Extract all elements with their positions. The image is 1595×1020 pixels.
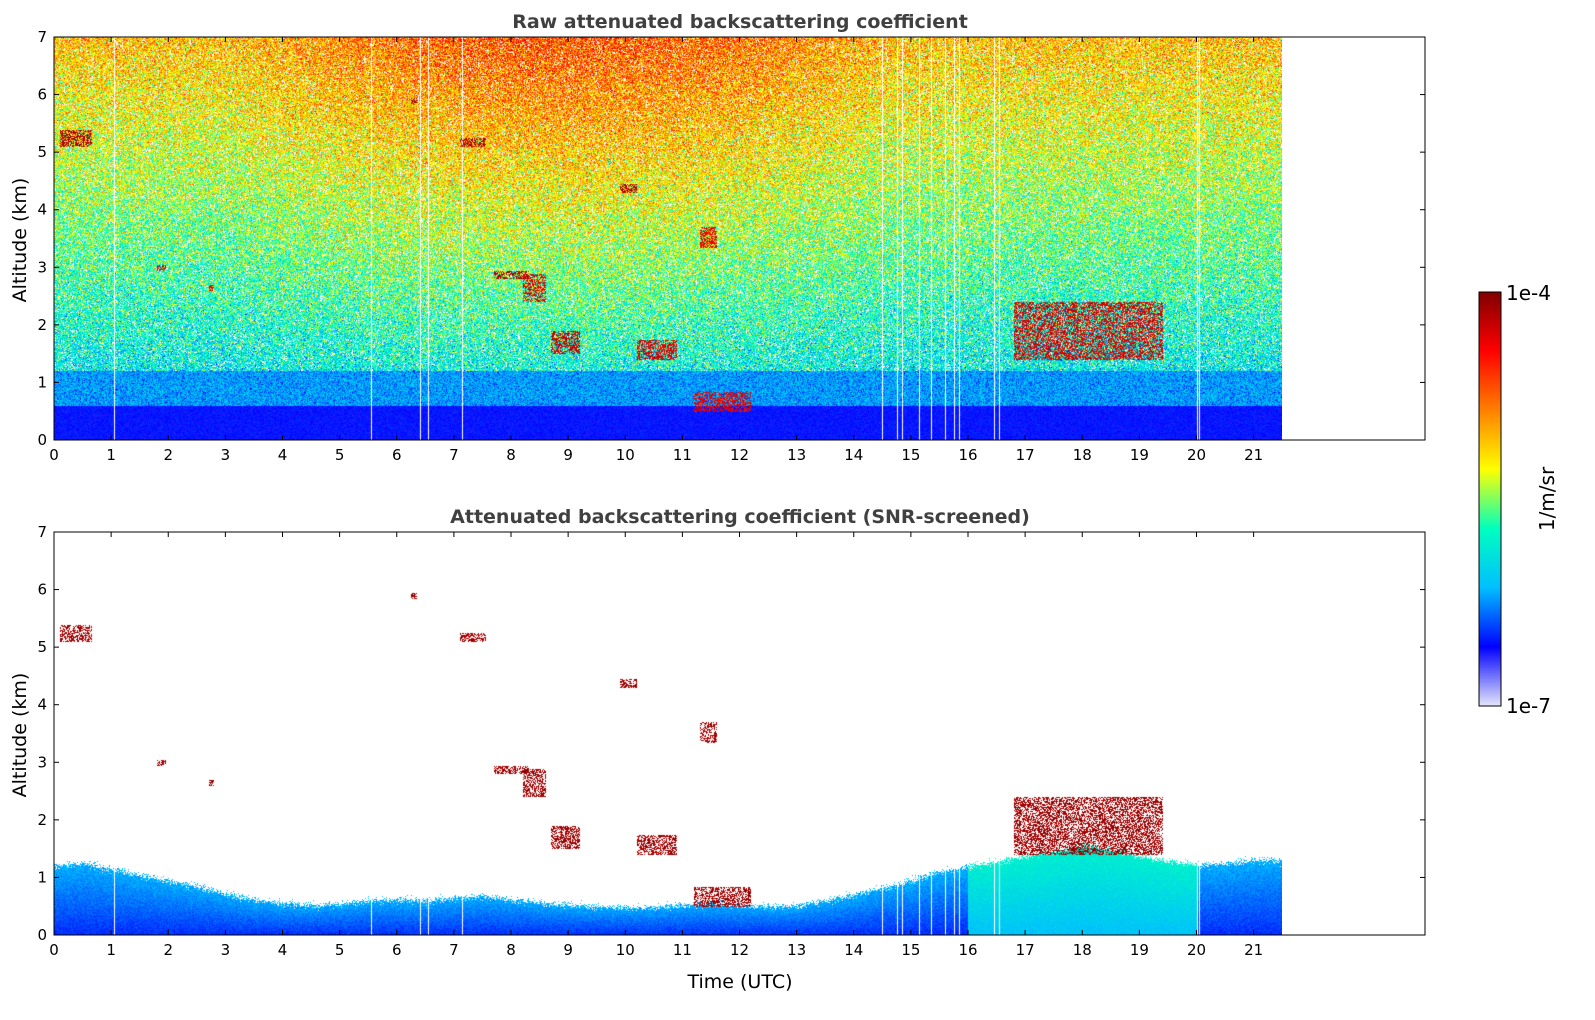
y-tick-label: 0 [37, 431, 47, 449]
y-tick-label: 3 [37, 258, 47, 276]
x-tick-label: 16 [958, 446, 977, 464]
x-tick-label: 13 [787, 941, 806, 959]
x-tick-label: 1 [106, 446, 116, 464]
y-axis-label-raw: Altitude (km) [9, 178, 31, 303]
y-tick-label: 6 [37, 86, 47, 104]
chart-title-raw: Raw attenuated backscattering coefficien… [512, 11, 968, 33]
x-tick-label: 1 [106, 941, 116, 959]
y-ticks-raw: 0 1 2 3 4 5 6 7 [37, 28, 1425, 449]
colorbar-unit-label: 1/m/sr [1535, 466, 1559, 531]
y-tick-label: 2 [37, 811, 47, 829]
x-ticks-screened: 0 1 2 3 4 5 6 7 8 9 10 11 12 13 14 15 16 17 18 19 20 21 [49, 532, 1263, 959]
y-tick-label: 1 [37, 868, 47, 886]
x-tick-label: 0 [49, 446, 59, 464]
x-tick-label: 11 [673, 941, 692, 959]
x-tick-label: 16 [958, 941, 977, 959]
x-tick-label: 17 [1016, 941, 1035, 959]
panel-screened: 0 1 2 3 4 5 6 7 8 9 10 11 12 13 14 15 16 17 18 19 20 21 01234… [37, 523, 1426, 959]
x-tick-label: 14 [844, 941, 863, 959]
colorbar-gradient [1478, 291, 1502, 707]
x-tick-label: 18 [1073, 446, 1092, 464]
x-tick-label: 12 [730, 941, 749, 959]
y-tick-label: 0 [37, 926, 47, 944]
x-tick-label: 7 [449, 941, 459, 959]
x-tick-label: 3 [221, 941, 231, 959]
x-tick-label: 15 [901, 941, 920, 959]
x-tick-label: 0 [49, 941, 59, 959]
x-tick-label: 10 [616, 446, 635, 464]
x-tick-label: 6 [392, 941, 402, 959]
y-ticks-screened: 0 1 2 3 4 5 6 7 [37, 523, 1425, 944]
x-tick-label: 9 [563, 446, 573, 464]
heatmap-image [54, 532, 1282, 935]
y-tick-label: 7 [37, 523, 47, 541]
heatmap-image [54, 37, 1282, 440]
y-axis-label-screened: Altitude (km) [9, 673, 31, 798]
x-tick-label: 5 [335, 941, 345, 959]
x-axis-label: Time (UTC) [686, 971, 792, 993]
colorbar-min-label: 1e-7 [1506, 694, 1551, 718]
colorbar: 1e-4 1e-7 1/m/sr [1478, 281, 1559, 718]
x-tick-label: 2 [163, 446, 173, 464]
x-tick-label: 13 [787, 446, 806, 464]
x-tick-label: 17 [1016, 446, 1035, 464]
y-tick-label: 1 [37, 373, 47, 391]
y-tick-label: 6 [37, 581, 47, 599]
x-tick-label: 8 [506, 941, 516, 959]
x-tick-label: 4 [278, 941, 288, 959]
x-tick-label: 21 [1244, 941, 1263, 959]
x-tick-label: 9 [563, 941, 573, 959]
x-tick-label: 11 [673, 446, 692, 464]
x-tick-label: 12 [730, 446, 749, 464]
heatmap-raw [54, 37, 1282, 440]
x-tick-label: 2 [163, 941, 173, 959]
x-tick-label: 19 [1130, 446, 1149, 464]
x-tick-label: 20 [1187, 941, 1206, 959]
x-tick-label: 15 [901, 446, 920, 464]
x-tick-label: 5 [335, 446, 345, 464]
panel-raw: 0 1 2 3 4 5 6 7 8 9 10 11 12 13 14 15 16 17 18 19 20 21 01234… [37, 28, 1426, 464]
x-tick-label: 4 [278, 446, 288, 464]
x-tick-label: 19 [1130, 941, 1149, 959]
chart-title-screened: Attenuated backscattering coefficient (S… [450, 506, 1030, 528]
x-tick-label: 10 [616, 941, 635, 959]
x-tick-label: 7 [449, 446, 459, 464]
y-tick-label: 2 [37, 316, 47, 334]
x-tick-label: 6 [392, 446, 402, 464]
colorbar-max-label: 1e-4 [1506, 281, 1551, 305]
x-tick-label: 20 [1187, 446, 1206, 464]
y-tick-label: 4 [37, 201, 47, 219]
x-tick-label: 14 [844, 446, 863, 464]
x-tick-label: 21 [1244, 446, 1263, 464]
y-tick-label: 3 [37, 753, 47, 771]
heatmap-screened [54, 532, 1282, 935]
y-tick-label: 4 [37, 696, 47, 714]
x-tick-label: 3 [221, 446, 231, 464]
y-tick-label: 7 [37, 28, 47, 46]
x-ticks-raw: 0 1 2 3 4 5 6 7 8 9 10 11 12 13 14 15 16 17 18 19 20 21 [49, 37, 1263, 464]
y-tick-label: 5 [37, 143, 47, 161]
x-tick-label: 8 [506, 446, 516, 464]
y-tick-label: 5 [37, 638, 47, 656]
x-tick-label: 18 [1073, 941, 1092, 959]
